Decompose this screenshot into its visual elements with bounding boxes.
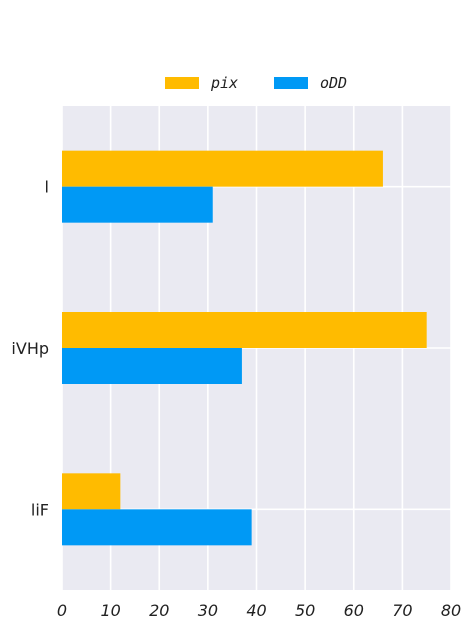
y-tick-label: l bbox=[45, 178, 49, 197]
y-tick-label: iVHp bbox=[11, 339, 49, 358]
legend: pix oDD bbox=[165, 74, 347, 92]
bar-pix-liF bbox=[62, 473, 121, 510]
x-tick-label: 20 bbox=[149, 601, 169, 620]
x-tick-label: 50 bbox=[295, 601, 315, 620]
legend-label-oDD: oDD bbox=[320, 74, 347, 92]
bar-oDD-iVHp bbox=[62, 348, 242, 384]
legend-swatch-oDD bbox=[274, 77, 308, 89]
bar-pix-l bbox=[62, 150, 383, 187]
x-tick-label: 60 bbox=[344, 601, 364, 620]
x-axis-ticks: 0 10 20 30 40 50 60 70 80 bbox=[57, 601, 461, 620]
y-axis-ticks: l iVHp liF bbox=[11, 178, 49, 520]
bar-pix-iVHp bbox=[62, 312, 427, 348]
x-tick-label: 30 bbox=[198, 601, 218, 620]
y-tick-label: liF bbox=[31, 500, 49, 519]
bars bbox=[62, 150, 427, 546]
bar-oDD-l bbox=[62, 186, 213, 223]
bar-oDD-liF bbox=[62, 509, 252, 546]
legend-label-pix: pix bbox=[210, 74, 238, 92]
x-tick-label: 80 bbox=[441, 601, 461, 620]
x-tick-label: 0 bbox=[57, 601, 67, 620]
x-tick-label: 10 bbox=[100, 601, 120, 620]
x-tick-label: 40 bbox=[246, 601, 266, 620]
legend-swatch-pix bbox=[165, 77, 199, 89]
x-tick-label: 70 bbox=[392, 601, 412, 620]
